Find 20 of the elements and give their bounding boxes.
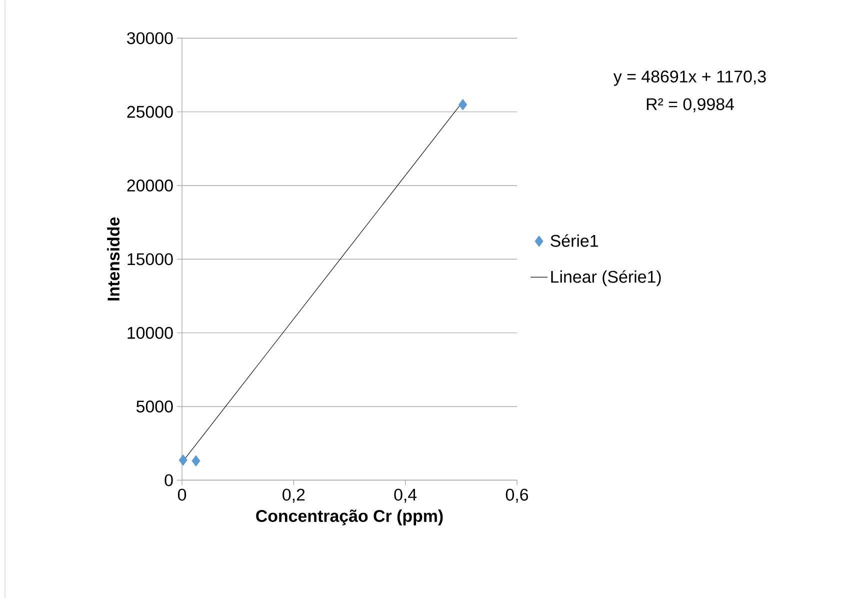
text: R² = 0,9984 [646,98,734,112]
y-tick-label: 25000 [127,106,173,118]
y-axis-title: Intensidde [107,217,120,300]
x-axis-title: Concentração Cr (ppm) [256,509,443,526]
y-tick-label: 20000 [127,179,173,192]
y-tick-label: 10000 [128,326,173,339]
point [458,98,468,110]
x-tick-label: 0,6 [506,488,528,503]
x-tick-label: 0 [178,488,186,501]
legend-label: Série1 [550,234,598,247]
y-tick-label: 0 [164,474,173,486]
point [178,454,188,466]
x-tick-label: 0,4 [394,488,417,503]
x-tick-label: 0,2 [282,488,305,503]
point [192,455,200,466]
y-tick-label: 15000 [128,253,173,266]
legend-label: Linear (Série1) [551,270,661,286]
y-tick-label: 5000 [136,400,173,412]
y-tick-label: 30000 [127,32,173,44]
text: y = 48691x + 1170,3 [613,70,766,86]
